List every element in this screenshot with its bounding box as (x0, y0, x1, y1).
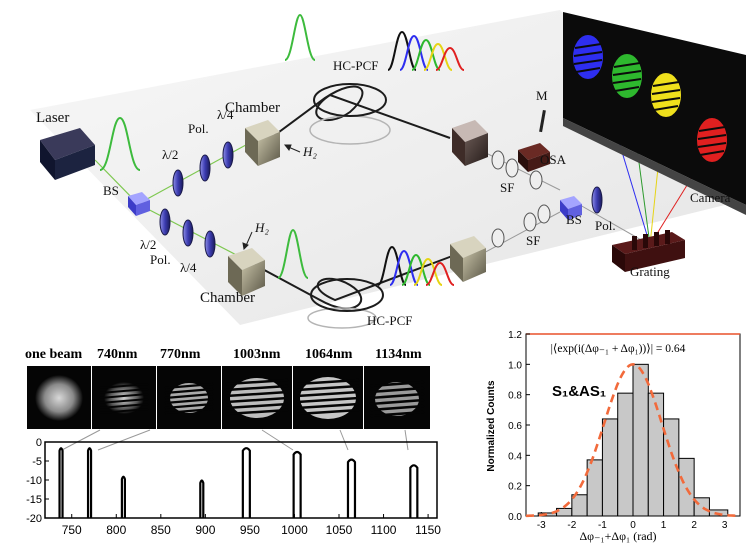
hcpcf-top-label: HC-PCF (333, 58, 379, 74)
frame-1134nm (364, 366, 430, 429)
spectrum-x-tick-label: 1050 (326, 523, 353, 537)
spectrum-y-tick-labels: 0 -5 -10 -15 -20 (26, 438, 42, 525)
spectrum-peak (410, 465, 417, 518)
histogram-bar (633, 364, 648, 516)
frame-label-1134: 1134nm (375, 347, 422, 363)
histogram-bar (679, 458, 694, 516)
histogram-y-tick-label: 0.8 (508, 391, 522, 402)
spectrum-y-tick-label: -20 (26, 513, 42, 525)
phase-histogram-chart: -3 -2 -1 0 1 2 3 0.0 0.2 0.4 0.6 0.8 1.0 1.2 Normali… (470, 326, 746, 544)
histogram-annotation: |⟨exp(i(Δφ₋₁ + Δφ₁))⟩| = 0.64 (551, 343, 686, 355)
spectrum-x-tick-labels: 750 800 850 900 950 1000 1050 1100 1150 (62, 523, 442, 537)
pol-right-label: Pol. (595, 218, 616, 234)
histogram-title: S₁&AS₁ (552, 383, 606, 400)
histogram-y-tick-label: 0.2 (508, 482, 522, 493)
output-box-bottom-icon (450, 236, 486, 282)
spectrum-peaks (60, 448, 418, 518)
quarter-wave-bottom-label: λ/4 (180, 260, 196, 276)
mirror-label: M (536, 88, 548, 104)
histogram-x-tick-label: -2 (567, 520, 576, 531)
histogram-x-axis-label: Δφ₋₁+Δφ₁ (rad) (579, 529, 656, 543)
sf-bottom-label: SF (526, 233, 540, 249)
spectrum-x-tick-label: 1000 (281, 523, 308, 537)
spectrum-peak (200, 481, 203, 519)
spectrum-y-tick-label: 0 (36, 438, 42, 449)
spectrum-y-tick-label: -15 (26, 494, 42, 506)
spectrum-x-tick-label: 1150 (415, 523, 441, 537)
spectrum-frame (45, 442, 437, 518)
spectrum-peak (122, 477, 125, 518)
histogram-x-tick-label: 2 (691, 520, 697, 531)
osa-label: OSA (540, 152, 566, 168)
polarizer-right-icon (592, 187, 602, 213)
grating-label: Grating (630, 264, 670, 280)
histogram-bar (602, 419, 617, 516)
spectrum-x-tick-label: 850 (151, 523, 171, 537)
frame-740nm (92, 366, 156, 429)
frame-one-beam (27, 366, 91, 429)
frame-label-1003: 1003nm (233, 347, 280, 363)
frame-1064nm (293, 366, 363, 429)
histogram-bar (648, 393, 663, 516)
pol-top-label: Pol. (188, 121, 209, 137)
spectrum-peak (243, 448, 250, 518)
frame-label-one-beam: one beam (25, 347, 82, 363)
bs-right-label: BS (566, 212, 582, 228)
h2-top-label: H₂ (303, 144, 317, 160)
spectrum-axes (45, 442, 437, 518)
camera-label: Camera (690, 190, 730, 206)
spectrum-x-tick-label: 750 (62, 523, 82, 537)
spectrum-x-tick-label: 900 (195, 523, 215, 537)
hcpcf-bottom-label: HC-PCF (367, 313, 413, 329)
spectrum-y-tick-label: -5 (32, 456, 42, 468)
spectrum-x-tick-label: 1100 (371, 523, 397, 537)
spectrum-peak (60, 448, 63, 518)
pol-bottom-label: Pol. (150, 252, 171, 268)
histogram-x-tick-label: 1 (661, 520, 667, 531)
histogram-y-tick-label: 0.0 (508, 512, 522, 523)
bs-left-label: BS (103, 183, 119, 199)
histogram-y-tick-label: 0.4 (508, 451, 522, 462)
histogram-y-tick-labels: 0.0 0.2 0.4 0.6 0.8 1.0 1.2 (508, 330, 522, 523)
spectrum-plot: 750 800 850 900 950 1000 1050 1100 1150 0 -5 -10 -1… (25, 438, 445, 544)
sf-top-label: SF (500, 180, 514, 196)
half-wave-bottom-label: λ/2 (140, 237, 156, 253)
histogram-y-axis-label: Normalized Counts (486, 380, 497, 472)
spectrum-peak (294, 452, 301, 518)
spectrum-x-tick-label: 800 (106, 523, 126, 537)
chamber-bottom-label: Chamber (200, 290, 255, 307)
histogram-bar (587, 460, 602, 516)
frame-label-740: 740nm (97, 347, 137, 363)
histogram-x-tick-label: 3 (722, 520, 728, 531)
frame-label-770: 770nm (160, 347, 200, 363)
histogram-y-tick-label: 0.6 (508, 421, 522, 432)
histogram-bar (618, 393, 633, 516)
half-wave-top-label: λ/2 (162, 147, 178, 163)
chamber-top-label: Chamber (225, 100, 280, 117)
frame-label-1064: 1064nm (305, 347, 352, 363)
spectrum-y-tick-label: -10 (26, 475, 42, 487)
h2-bottom-label: H₂ (255, 220, 269, 236)
histogram-y-tick-label: 1.0 (508, 360, 522, 371)
optical-setup-diagram (0, 0, 746, 330)
frame-770nm (157, 366, 221, 429)
laser-icon (40, 128, 95, 180)
histogram-y-tick-label: 1.2 (508, 330, 522, 341)
spectrum-peak (348, 460, 355, 518)
laser-label: Laser (36, 110, 69, 127)
frame-1003nm (222, 366, 292, 429)
spectrum-x-tick-label: 950 (240, 523, 260, 537)
histogram-x-tick-label: -3 (537, 520, 546, 531)
spectrum-peak (88, 448, 91, 518)
